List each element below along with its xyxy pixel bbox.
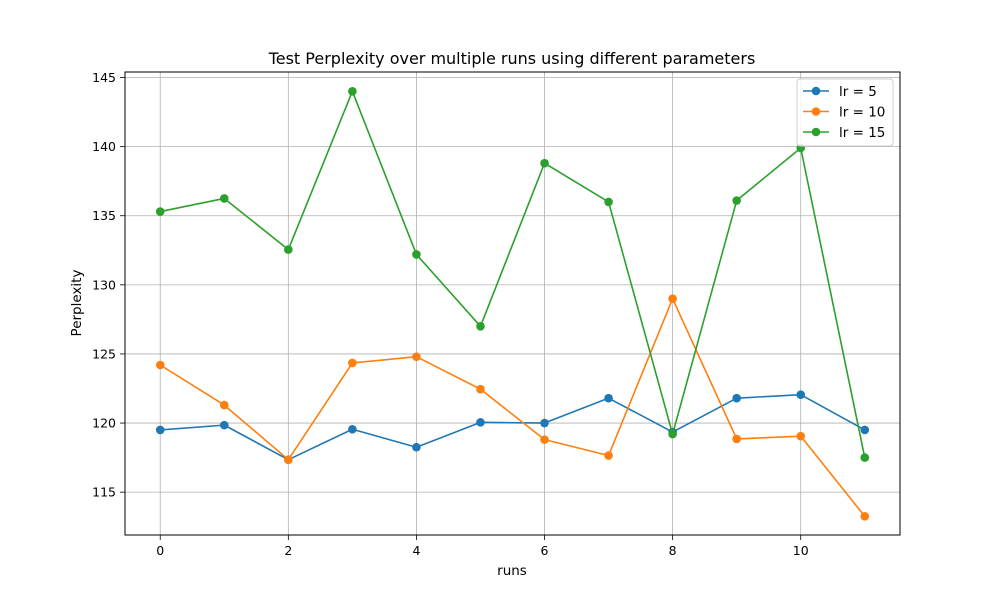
x-tick-label: 2: [284, 543, 292, 558]
data-point: [860, 425, 870, 435]
data-point: [796, 431, 806, 441]
data-point: [412, 352, 421, 362]
data-point: [540, 435, 549, 444]
chart-title: Test Perplexity over multiple runs using…: [268, 49, 756, 68]
legend-entry: lr = 5: [803, 84, 877, 100]
data-point: [604, 197, 613, 207]
x-tick-label: 0: [156, 543, 164, 558]
data-point: [540, 418, 549, 428]
data-point: [219, 420, 229, 430]
data-point: [732, 196, 741, 205]
y-tick-label: 115: [92, 485, 116, 500]
data-point: [540, 158, 549, 168]
y-axis-label: Perplexity: [69, 270, 85, 337]
grid: [125, 72, 900, 535]
legend: lr = 5 lr = 10 lr = 15: [796, 78, 894, 147]
legend-marker: [811, 107, 821, 116]
data-point: [476, 384, 485, 394]
data-point: [732, 393, 741, 403]
y-tick-label: 135: [92, 208, 116, 223]
data-point: [155, 360, 165, 370]
x-axis-label: runs: [497, 563, 527, 579]
series-1: [155, 390, 870, 464]
data-point: [284, 455, 293, 464]
data-point: [348, 87, 357, 96]
series-line: [160, 393, 866, 461]
legend-marker: [811, 127, 821, 137]
data-point: [796, 390, 806, 400]
y-tick-label: 145: [92, 70, 116, 85]
series-2: [155, 294, 870, 521]
series-line: [159, 297, 866, 517]
data-point: [284, 245, 293, 254]
data-point: [219, 400, 229, 410]
data-point: [668, 429, 677, 439]
data-point: [476, 322, 485, 331]
x-tick-label: 8: [669, 543, 677, 558]
x-tick-label: 6: [541, 543, 549, 558]
series-layer: [155, 87, 870, 521]
data-point: [412, 250, 421, 259]
data-point: [732, 434, 741, 444]
legend-label: lr = 10: [839, 105, 885, 121]
data-point: [155, 207, 165, 216]
data-point: [476, 418, 485, 427]
data-point: [348, 358, 357, 368]
ticks: 0 2 4 6 8 10 115 120 125 130 135 140 145: [92, 70, 809, 558]
data-point: [860, 512, 870, 521]
legend-box: [796, 78, 894, 147]
legend-entry: lr = 15: [803, 125, 885, 141]
data-point: [155, 425, 165, 435]
y-tick-label: 130: [92, 277, 116, 292]
legend-marker: [811, 86, 821, 96]
data-point: [219, 194, 229, 203]
series-line: [160, 90, 866, 458]
legend-label: lr = 5: [839, 84, 877, 100]
data-point: [604, 451, 613, 460]
x-tick-label: 10: [793, 543, 809, 558]
data-point: [348, 424, 357, 434]
series-3: [155, 87, 870, 462]
y-tick-label: 125: [92, 346, 116, 361]
y-tick-label: 140: [92, 139, 116, 154]
y-tick-label: 120: [92, 416, 116, 431]
plot-frame: [124, 71, 901, 536]
data-point: [668, 294, 677, 303]
legend-entry: lr = 10: [803, 105, 885, 121]
data-point: [860, 453, 870, 462]
legend-label: lr = 15: [839, 125, 885, 141]
data-point: [412, 442, 421, 452]
data-point: [604, 393, 613, 403]
x-tick-label: 4: [412, 543, 420, 558]
